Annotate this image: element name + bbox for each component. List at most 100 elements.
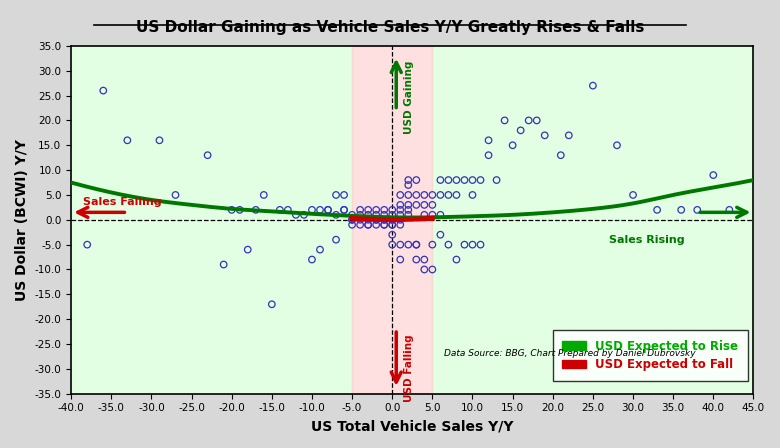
Point — [707, 172, 719, 179]
Point — [306, 256, 318, 263]
Point — [410, 241, 423, 248]
Point — [402, 211, 414, 219]
Point — [402, 191, 414, 198]
Point — [153, 137, 165, 144]
Point — [289, 211, 302, 219]
Point — [394, 201, 406, 208]
Point — [386, 221, 399, 228]
Point — [555, 151, 567, 159]
Point — [362, 206, 374, 213]
Point — [354, 206, 367, 213]
Point — [402, 177, 414, 184]
Point — [97, 87, 109, 94]
Text: US Dollar Gaining as Vehicle Sales Y/Y Greatly Rises & Falls: US Dollar Gaining as Vehicle Sales Y/Y G… — [136, 20, 644, 35]
Point — [306, 206, 318, 213]
Text: Sales Rising: Sales Rising — [609, 235, 685, 245]
Point — [675, 206, 687, 213]
Point — [491, 177, 503, 184]
Point — [274, 206, 286, 213]
Point — [515, 127, 527, 134]
Point — [322, 206, 335, 213]
Point — [386, 231, 399, 238]
Point — [426, 241, 438, 248]
Point — [265, 301, 278, 308]
Point — [442, 241, 455, 248]
Point — [418, 201, 431, 208]
Point — [458, 177, 470, 184]
Point — [530, 117, 543, 124]
Point — [410, 191, 423, 198]
Text: Sales Falling: Sales Falling — [83, 198, 161, 207]
Text: USD Gaining: USD Gaining — [404, 61, 414, 134]
Point — [426, 201, 438, 208]
Point — [218, 261, 230, 268]
Point — [225, 206, 238, 213]
Point — [426, 191, 438, 198]
Point — [282, 206, 294, 213]
Point — [442, 191, 455, 198]
Point — [434, 177, 447, 184]
Point — [450, 177, 463, 184]
Point — [386, 221, 399, 228]
Point — [314, 206, 326, 213]
Point — [394, 216, 406, 224]
Point — [474, 241, 487, 248]
Y-axis label: US Dollar (BCWI) Y/Y: US Dollar (BCWI) Y/Y — [15, 139, 29, 301]
Point — [386, 206, 399, 213]
Point — [394, 241, 406, 248]
Point — [450, 256, 463, 263]
Point — [370, 206, 382, 213]
Point — [482, 151, 495, 159]
Point — [169, 191, 182, 198]
Point — [378, 216, 391, 224]
Point — [346, 216, 358, 224]
Point — [378, 216, 391, 224]
Point — [378, 211, 391, 219]
Point — [362, 221, 374, 228]
Point — [370, 211, 382, 219]
Point — [538, 132, 551, 139]
Point — [314, 246, 326, 253]
Point — [498, 117, 511, 124]
Bar — [352, 46, 432, 394]
Point — [434, 211, 447, 219]
Point — [506, 142, 519, 149]
Point — [418, 191, 431, 198]
Point — [627, 191, 640, 198]
Point — [482, 137, 495, 144]
Point — [418, 256, 431, 263]
Point — [121, 137, 133, 144]
Point — [346, 221, 358, 228]
Point — [418, 266, 431, 273]
Point — [587, 82, 599, 89]
Point — [386, 211, 399, 219]
Point — [394, 206, 406, 213]
Point — [723, 206, 736, 213]
Point — [450, 191, 463, 198]
Point — [354, 221, 367, 228]
Point — [322, 206, 335, 213]
Point — [346, 216, 358, 224]
Point — [402, 201, 414, 208]
Point — [330, 236, 342, 243]
Point — [378, 206, 391, 213]
Point — [338, 206, 350, 213]
Point — [426, 266, 438, 273]
Point — [354, 216, 367, 224]
Point — [370, 216, 382, 224]
Bar — [71, 46, 352, 394]
Point — [233, 206, 246, 213]
Text: Data Source: BBG, Chart Prepared by Daniel Dubrovsky: Data Source: BBG, Chart Prepared by Dani… — [445, 349, 696, 358]
Point — [402, 206, 414, 213]
X-axis label: US Total Vehicle Sales Y/Y: US Total Vehicle Sales Y/Y — [311, 419, 513, 433]
Point — [370, 216, 382, 224]
Point — [394, 211, 406, 219]
Point — [201, 151, 214, 159]
Point — [434, 191, 447, 198]
Point — [354, 211, 367, 219]
Point — [81, 241, 94, 248]
Point — [330, 211, 342, 219]
Point — [362, 216, 374, 224]
Point — [410, 201, 423, 208]
Point — [442, 177, 455, 184]
